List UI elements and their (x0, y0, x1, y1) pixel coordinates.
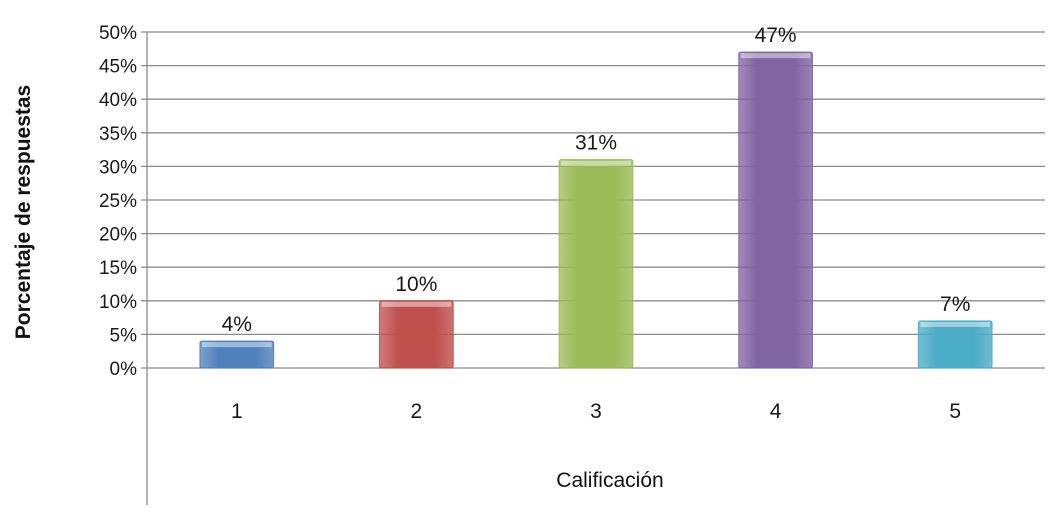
bar-highlight (740, 53, 811, 59)
x-tick-label: 5 (949, 400, 961, 423)
y-tick-label: 30% (99, 157, 137, 178)
y-tick-label: 50% (99, 23, 137, 44)
y-tick-label: 15% (99, 258, 137, 279)
x-tick-label: 1 (231, 400, 243, 423)
data-label: 10% (395, 273, 437, 296)
bar-highlight (561, 160, 631, 166)
y-tick-label: 25% (99, 191, 137, 212)
data-label: 4% (222, 313, 252, 336)
bar-2 (379, 300, 454, 369)
category-labels: 1 2 3 4 5 (231, 400, 961, 423)
x-axis-title: Calificación (556, 469, 663, 492)
y-tick-label: 35% (99, 124, 137, 145)
y-tick-label: 20% (99, 225, 137, 246)
bar-highlight (201, 342, 272, 348)
y-axis-title: Porcentaje de respuestas (12, 85, 35, 339)
bars (199, 51, 993, 369)
data-label: 47% (755, 24, 797, 47)
bar-1 (199, 340, 275, 369)
bar-3 (558, 159, 634, 369)
y-tick-labels: 0% 5% 10% 15% 20% 25% 30% 35% 40% 45% 50% (99, 23, 137, 380)
data-label: 7% (940, 293, 970, 316)
bar-highlight (920, 321, 991, 327)
y-tick-label: 45% (99, 57, 137, 78)
y-tick-label: 40% (99, 90, 137, 111)
y-tick-label: 5% (110, 325, 138, 346)
x-tick-label: 4 (770, 400, 782, 423)
x-tick-label: 2 (411, 400, 423, 423)
bar-5 (917, 320, 993, 369)
x-tick-label: 3 (590, 400, 602, 423)
y-tick-label: 0% (110, 359, 138, 380)
bar-4 (738, 51, 813, 369)
bar-highlight (381, 301, 452, 307)
data-labels: 4% 10% 31% 47% 7% (222, 24, 971, 336)
data-label: 31% (575, 132, 617, 155)
y-tick-label: 10% (99, 292, 137, 313)
